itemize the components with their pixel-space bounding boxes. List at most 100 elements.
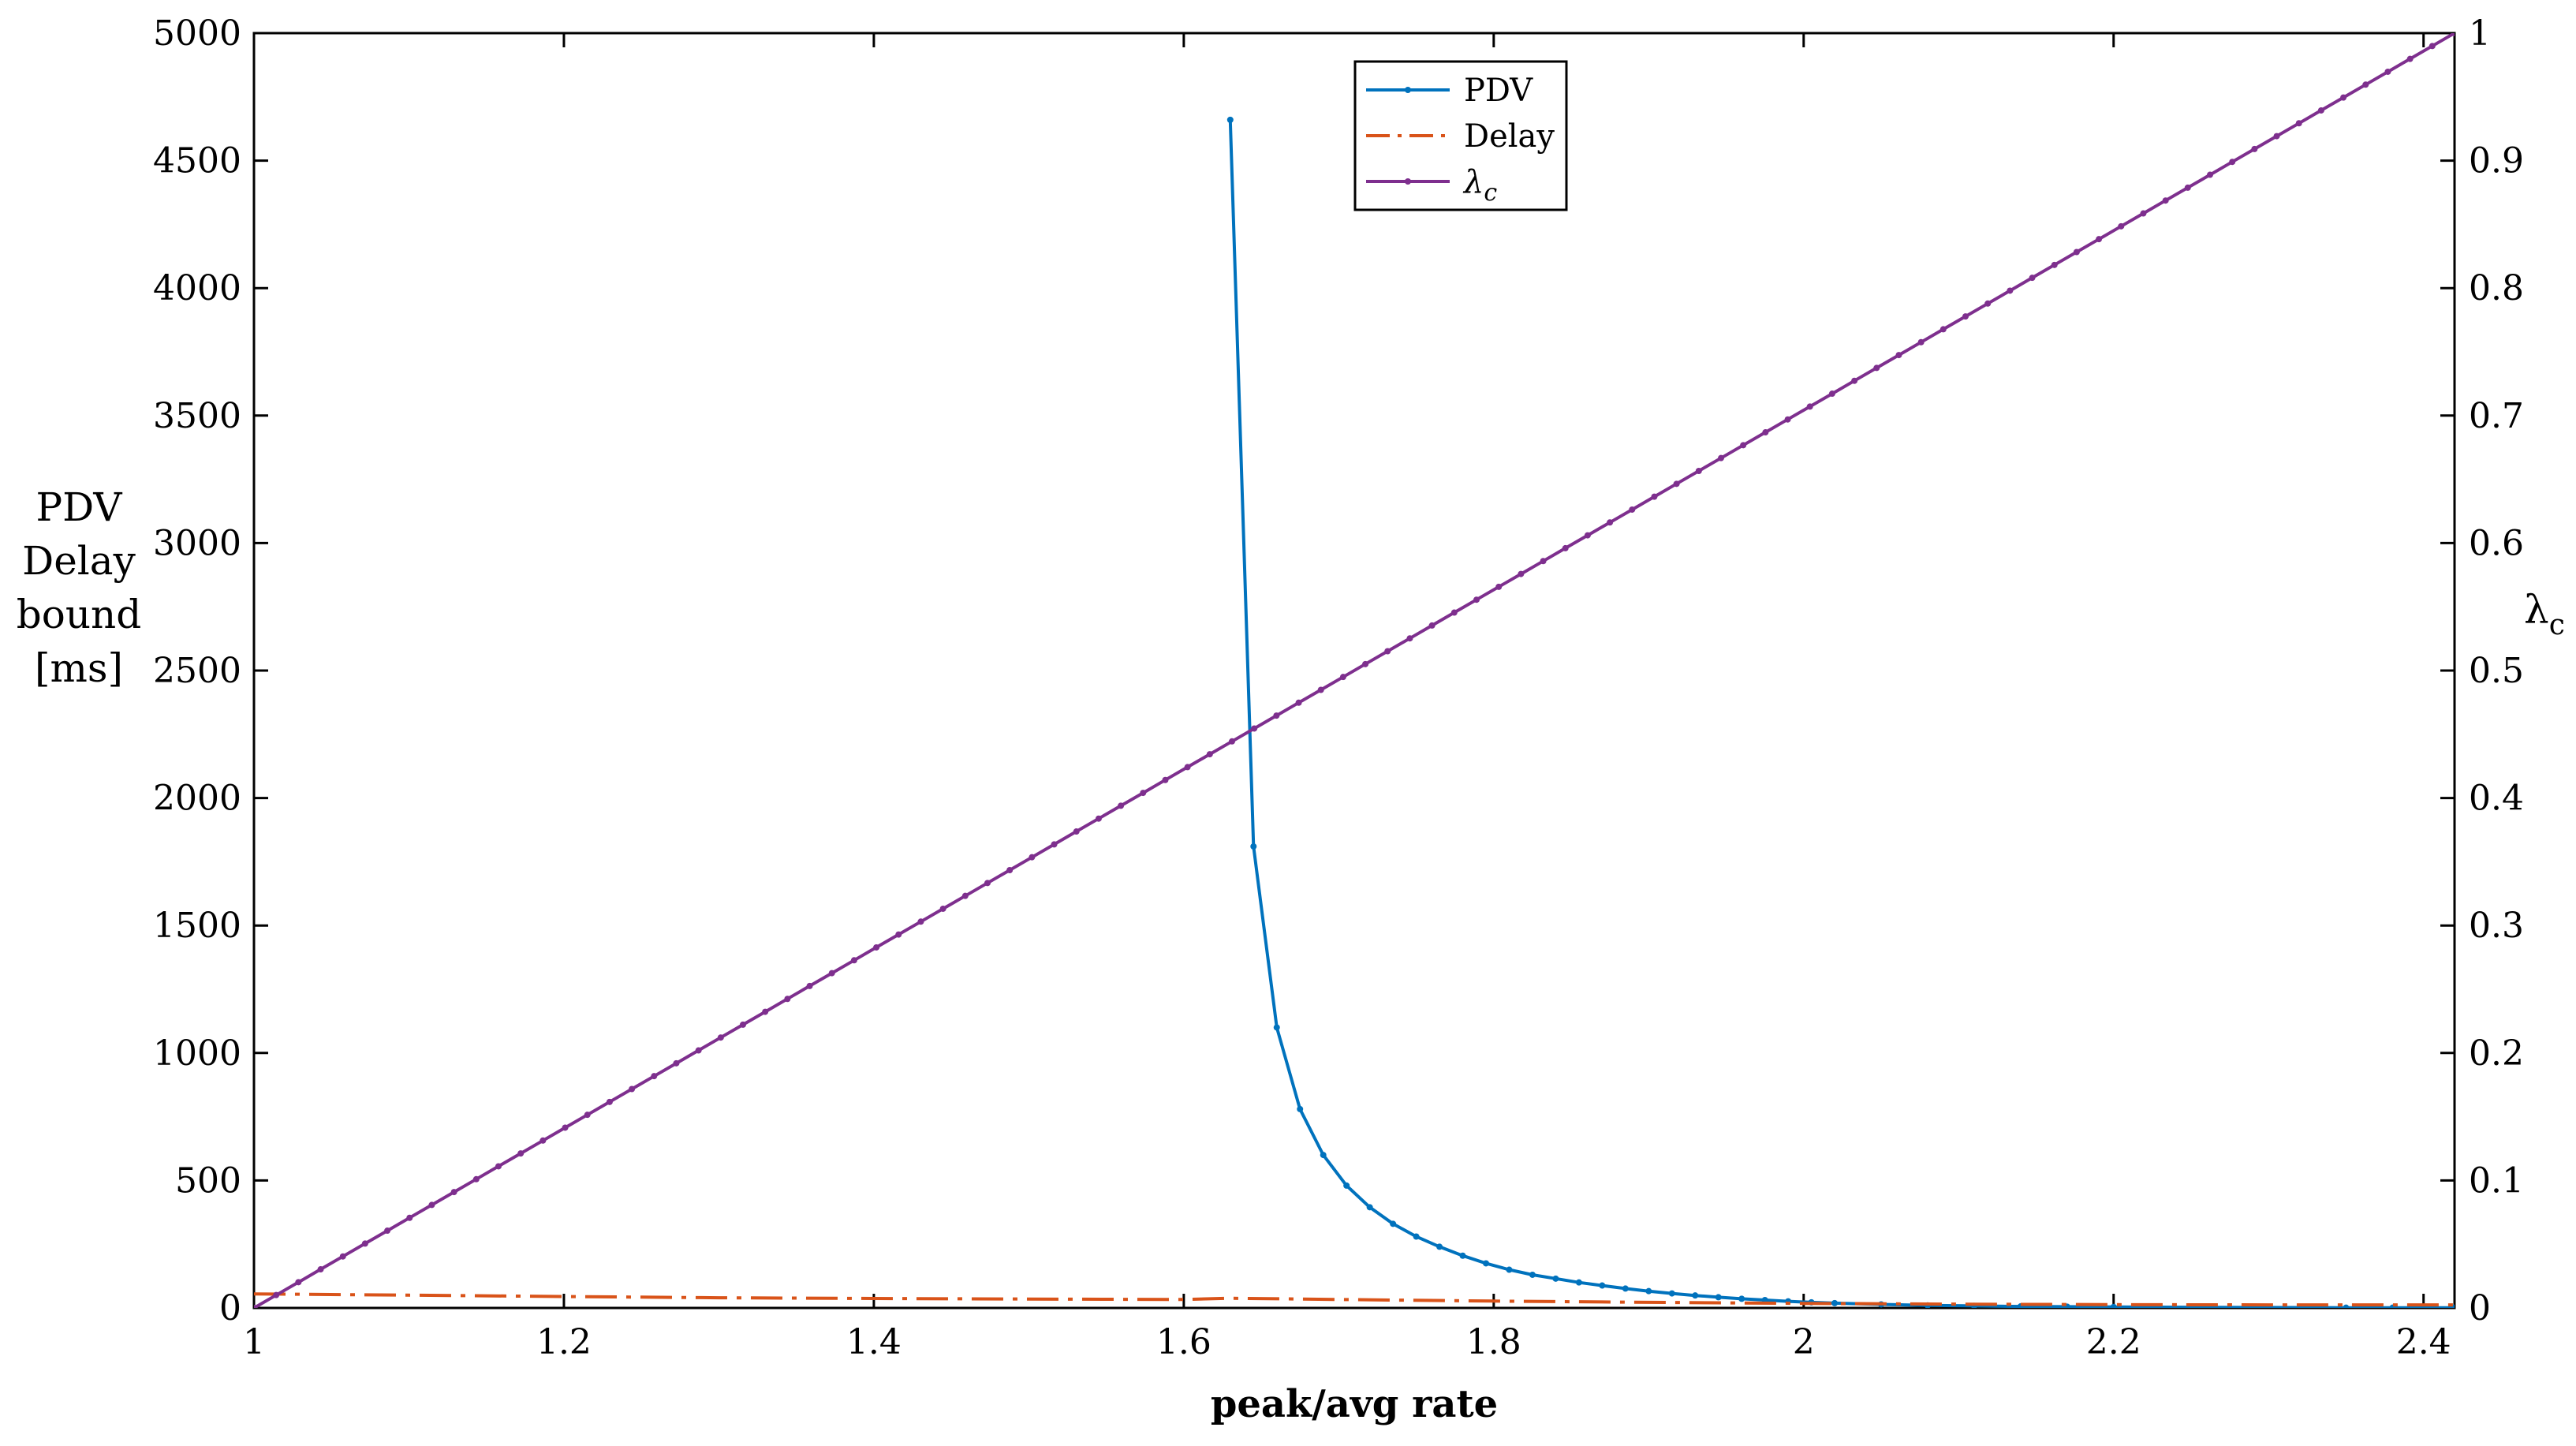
data-point <box>806 982 813 989</box>
x-tick-label: 1 <box>243 1322 265 1362</box>
x-tick-label: 1.6 <box>1156 1322 1211 1362</box>
data-point <box>584 1112 591 1119</box>
series-line-delay <box>254 1292 2455 1307</box>
data-point <box>961 892 969 899</box>
y-left-tick-label: 0 <box>219 1288 241 1328</box>
data-point <box>1206 751 1213 758</box>
y-right-tick-label: 0.6 <box>2469 523 2524 563</box>
data-point <box>1552 1275 1559 1282</box>
data-point <box>1428 622 1435 629</box>
data-point <box>1540 558 1547 565</box>
data-point <box>339 1253 346 1260</box>
ticks: 1 1.2 1.4 1.6 1.8 2 2.2 2.4 0 500 1000 1500 2000 2500… <box>153 13 2524 1362</box>
y-axis-label-left-line: [ms] <box>35 645 123 691</box>
y-axis-label-left-line: PDV <box>36 484 123 530</box>
data-point <box>1668 1290 1675 1297</box>
y-right-tick-label: 0.1 <box>2469 1160 2524 1201</box>
y-left-tick-label: 3500 <box>153 396 241 436</box>
data-point <box>1740 442 1747 449</box>
data-point <box>1140 790 1147 797</box>
data-point <box>895 931 902 938</box>
data-point <box>740 1021 746 1028</box>
data-point <box>1339 674 1346 681</box>
legend-box <box>1353 60 1568 211</box>
y-right-tick-label: 0 <box>2469 1288 2491 1328</box>
y-left-tick-label: 2500 <box>153 651 241 691</box>
series-line-pdv <box>1228 119 2455 1308</box>
y-right-tick-label: 1 <box>2469 13 2491 54</box>
y-axis-label-right-main: λ <box>2524 587 2549 633</box>
data-point <box>1506 1266 1513 1273</box>
y-left-tick-label: 1500 <box>153 906 241 946</box>
data-point <box>850 957 857 964</box>
data-point <box>1518 570 1525 577</box>
data-point <box>1343 1182 1350 1189</box>
x-tick-label: 2.2 <box>2086 1322 2141 1362</box>
data-point <box>1873 364 1880 372</box>
legend-marker <box>1405 87 1411 93</box>
data-point <box>673 1059 680 1067</box>
data-point <box>873 943 880 951</box>
data-point <box>1529 1271 1536 1278</box>
data-point <box>1762 429 1769 436</box>
x-tick-label: 1.2 <box>536 1322 592 1362</box>
data-point <box>762 1008 769 1015</box>
data-point <box>1226 116 1234 123</box>
data-point <box>1390 1220 1397 1227</box>
data-point <box>1413 1233 1420 1240</box>
data-point <box>1622 1285 1629 1292</box>
data-point <box>1599 1282 1606 1289</box>
x-axis-label: peak/avg rate <box>1211 1382 1498 1426</box>
data-point <box>1095 815 1102 822</box>
series-layer <box>254 33 2455 1308</box>
data-point <box>2384 68 2391 75</box>
data-point <box>2406 55 2414 62</box>
legend-marker <box>1405 178 1411 185</box>
data-point <box>1495 583 1503 590</box>
data-point <box>1692 1292 1699 1299</box>
data-point <box>2140 210 2147 217</box>
data-point <box>1250 843 1257 850</box>
data-point <box>273 1291 280 1298</box>
data-point <box>2207 171 2213 178</box>
data-point <box>1162 776 1169 783</box>
data-point <box>2229 159 2236 166</box>
data-point <box>2340 94 2347 101</box>
data-point <box>1939 326 1947 333</box>
data-point <box>384 1227 391 1235</box>
data-point <box>1629 506 1636 513</box>
data-point <box>651 1073 658 1080</box>
data-point <box>2184 184 2191 191</box>
y-left-tick-label: 5000 <box>153 13 241 54</box>
data-point <box>1366 1204 1373 1211</box>
data-point <box>406 1214 413 1221</box>
data-point <box>1828 390 1835 398</box>
data-point <box>695 1047 702 1054</box>
data-point <box>2118 222 2125 230</box>
y-axis-label-left-line: bound <box>17 592 142 637</box>
data-point <box>984 880 991 887</box>
data-point <box>784 996 791 1003</box>
data-point <box>1229 738 1235 745</box>
data-point <box>2362 81 2369 88</box>
data-point <box>1184 764 1191 771</box>
data-point <box>1917 338 1925 346</box>
data-point <box>1651 493 1658 500</box>
data-point <box>1718 454 1724 461</box>
data-point <box>1051 841 1058 848</box>
data-point <box>2295 120 2302 127</box>
y-left-tick-label: 4000 <box>153 268 241 308</box>
data-point <box>1607 519 1614 526</box>
y-right-tick-label: 0.2 <box>2469 1033 2524 1074</box>
data-point <box>1362 660 1369 667</box>
data-point <box>495 1163 502 1170</box>
data-point <box>1406 635 1413 642</box>
data-point <box>562 1124 569 1131</box>
axis-labels: peak/avg rate PDV Delay bound [ms] λc <box>17 484 2565 1426</box>
data-point <box>2429 43 2436 50</box>
data-point <box>1645 1287 1652 1295</box>
data-point <box>2073 248 2080 256</box>
data-point <box>1984 300 1992 307</box>
legend-label: λc <box>1462 164 1497 207</box>
